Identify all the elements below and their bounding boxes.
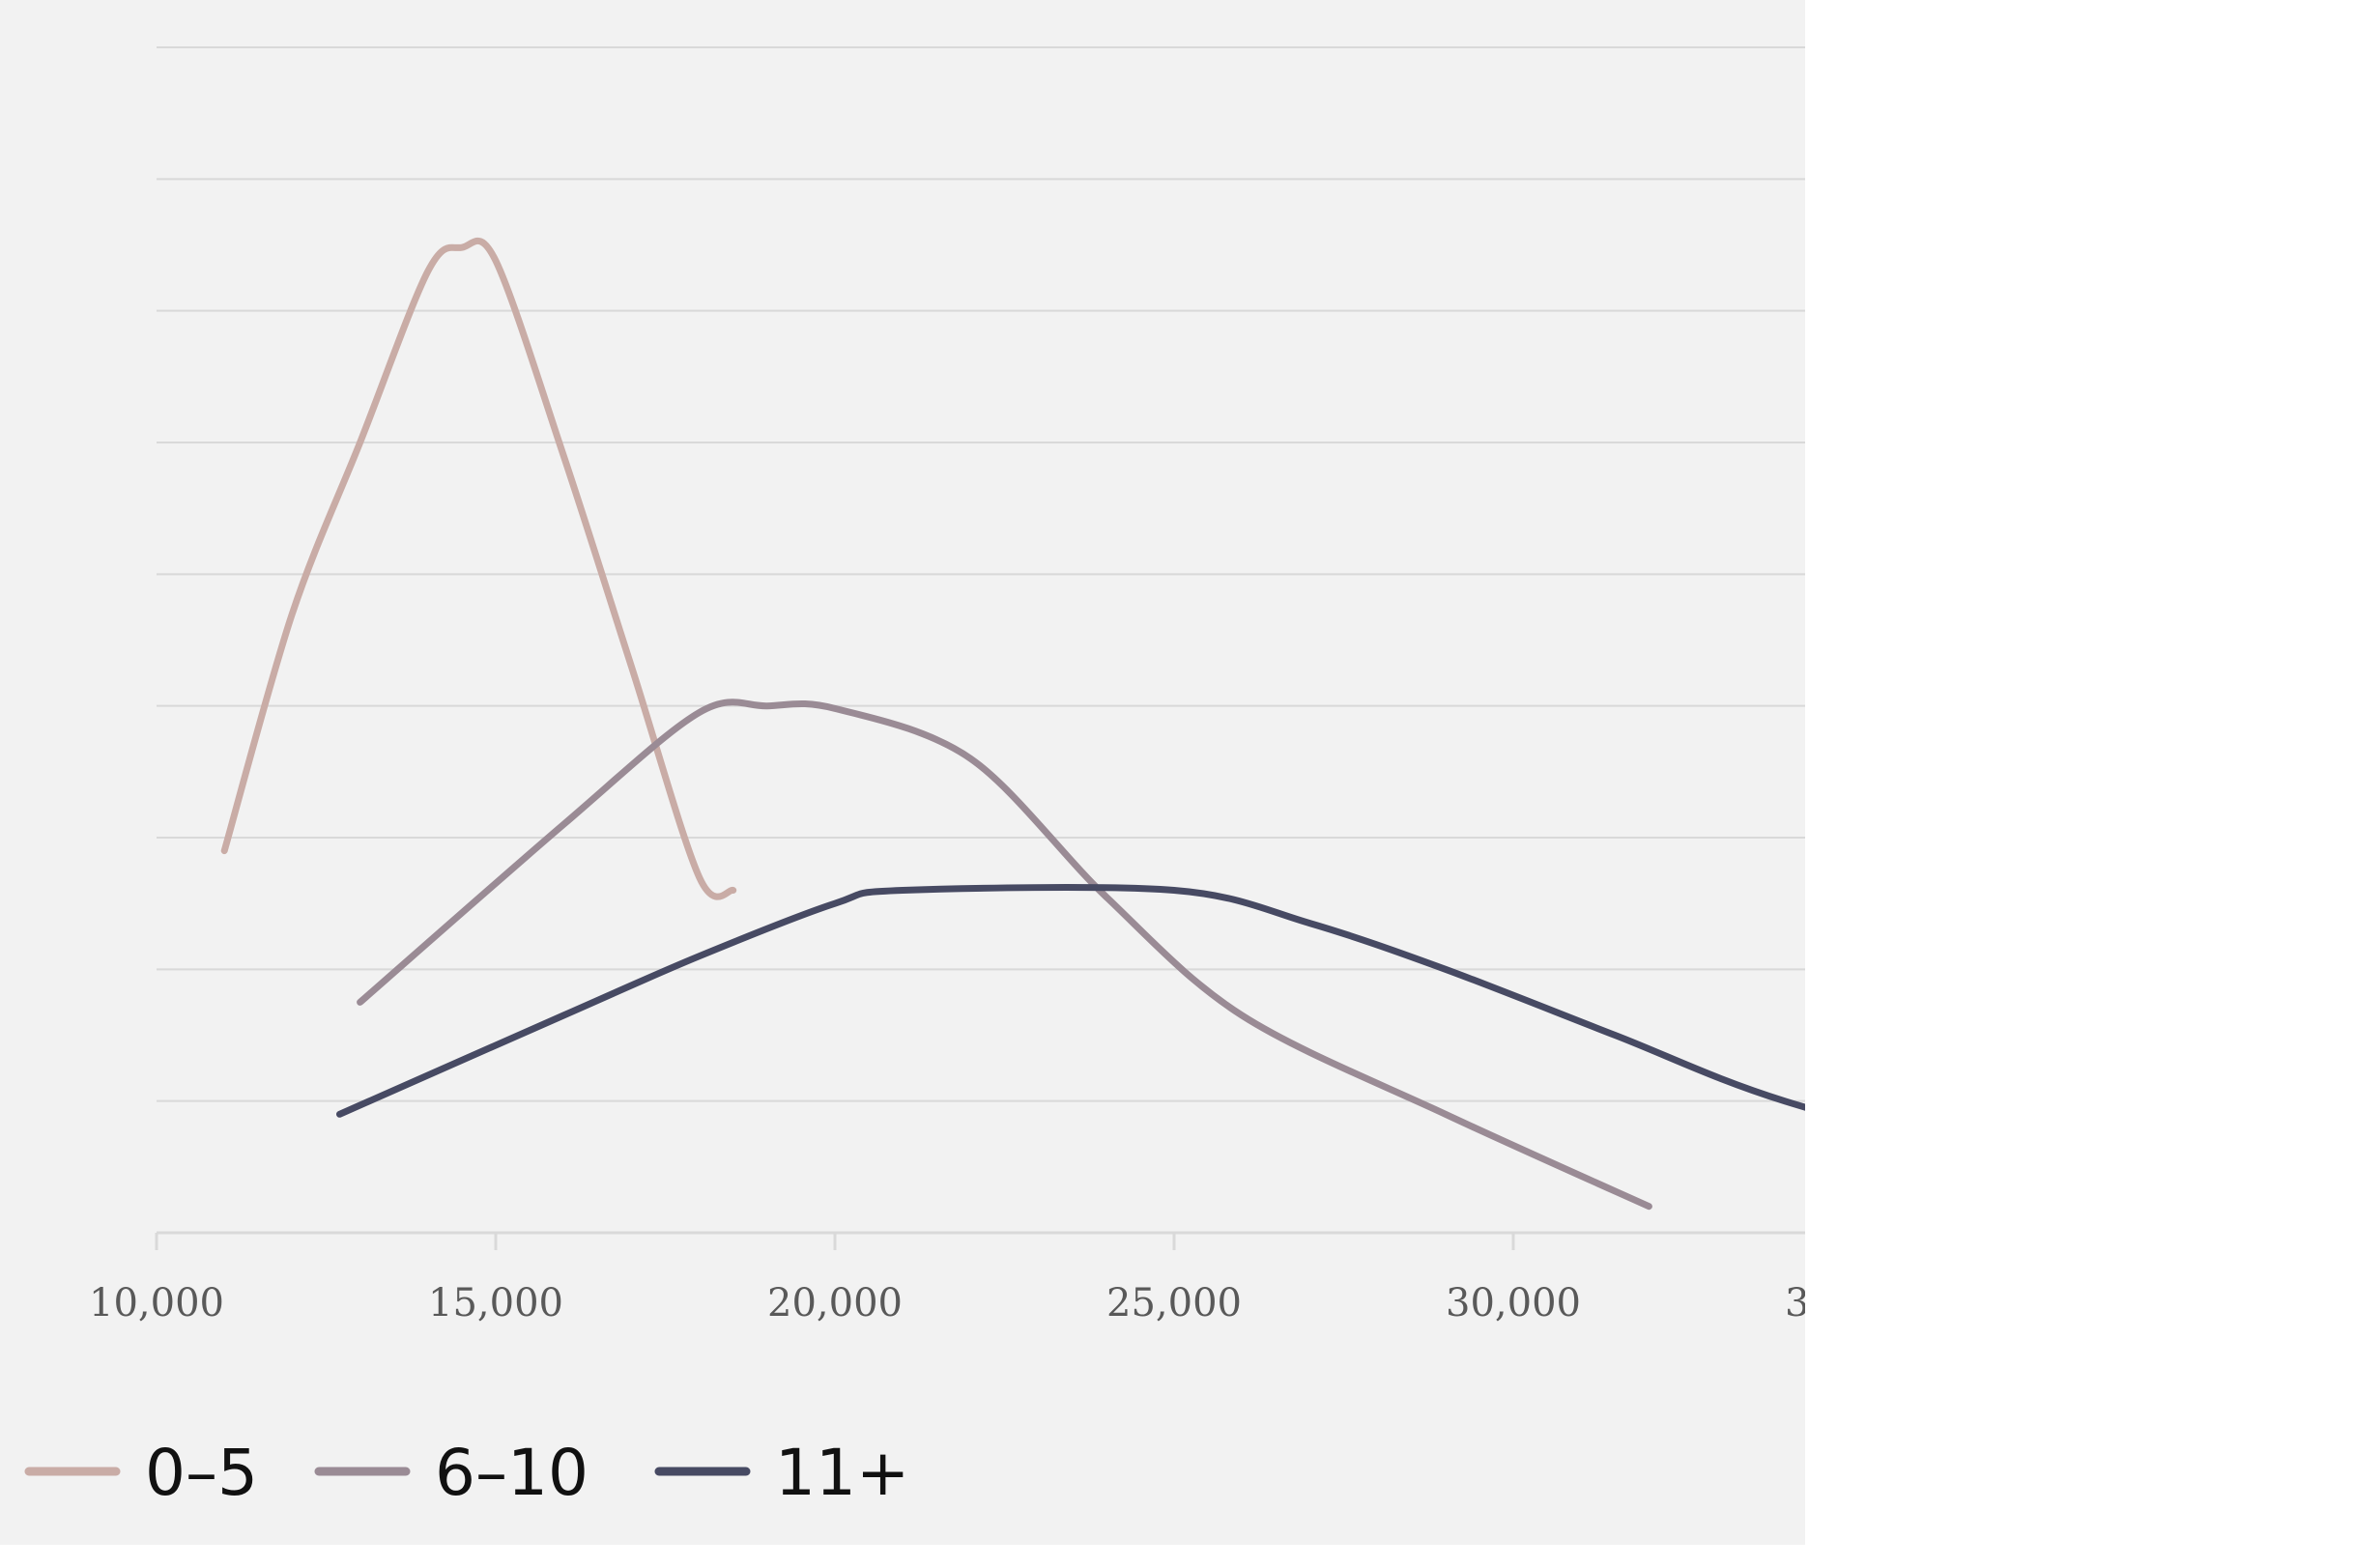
x-tick-label: 30,000 <box>1446 1281 1581 1326</box>
gridlines <box>157 46 1805 1102</box>
series-line-11+ <box>336 884 1805 1118</box>
legend-item: 0–5 <box>24 1436 258 1510</box>
series-line-6-10 <box>357 698 1652 1211</box>
x-axis: 10,00015,00020,00025,00030,00035,00040,0… <box>89 1231 1805 1326</box>
legend-label: 6–10 <box>435 1436 588 1510</box>
legend-item: 6–10 <box>314 1436 588 1510</box>
x-tick-label: 20,000 <box>767 1281 903 1326</box>
chart-area: 10,00015,00020,00025,00030,00035,00040,0… <box>0 0 1805 1545</box>
legend-label: 0–5 <box>145 1436 258 1510</box>
x-tick-label: 25,000 <box>1106 1281 1242 1326</box>
legend-item: 11+ <box>654 1436 909 1510</box>
line-chart: 10,00015,00020,00025,00030,00035,00040,0… <box>24 46 1805 1510</box>
x-tick-label: 35,000 <box>1785 1281 1805 1326</box>
legend: 0–5 6–10 11+ <box>24 1436 909 1510</box>
series-line-0-5 <box>220 237 737 900</box>
x-tick-label: 10,000 <box>89 1281 224 1326</box>
series-lines <box>220 237 1805 1211</box>
x-tick-label: 15,000 <box>428 1281 563 1326</box>
legend-label: 11+ <box>775 1436 909 1510</box>
